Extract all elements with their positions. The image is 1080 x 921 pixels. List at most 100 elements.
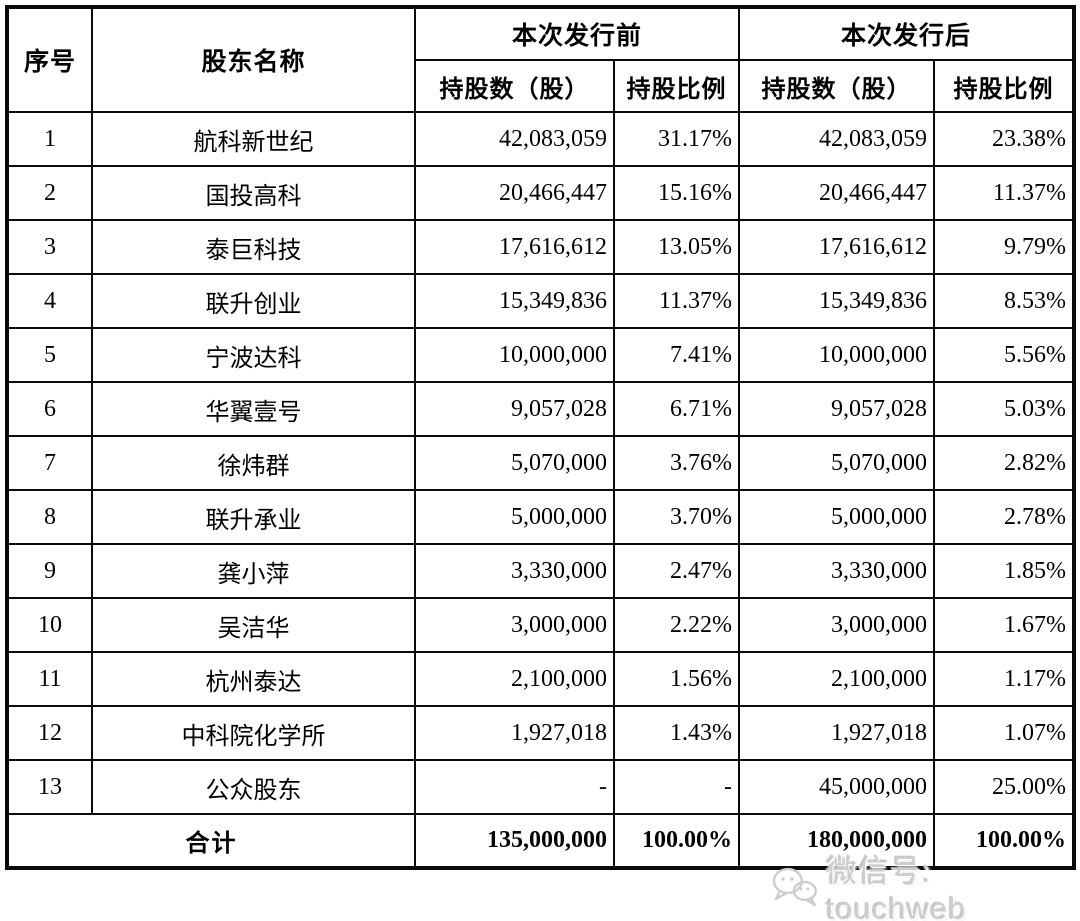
table-row: 8 联升承业 5,000,000 3.70% 5,000,000 2.78% — [6, 489, 1076, 545]
row-index: 10 — [6, 597, 93, 653]
cell-shares-before: 20,466,447 — [414, 165, 615, 221]
table-row: 13 公众股东 - -45,000,000 25.00% — [6, 759, 1076, 815]
cell-shares-after: 17,616,612 — [738, 219, 936, 275]
cell-shareholder-name: 泰巨科技 — [91, 219, 416, 275]
row-index: 5 — [6, 327, 93, 383]
cell-shares-before: 15,349,836 — [414, 273, 615, 329]
cell-shareholder-name: 龚小萍 — [91, 543, 416, 599]
cell-shares-after: 5,000,000 — [738, 489, 936, 545]
cell-ratio-after: 5.03% — [933, 381, 1076, 437]
row-index: 3 — [6, 219, 93, 275]
table-footer: 合计 135,000,000 100.00% 180,000,000 100.0… — [6, 813, 1076, 869]
cell-shares-before: 3,330,000 — [414, 543, 615, 599]
total-label: 合计 — [6, 813, 416, 869]
cell-shares-after: 3,330,000 — [738, 543, 936, 599]
header-ratio-after: 持股比例 — [933, 59, 1076, 113]
wechat-icon — [772, 867, 817, 906]
cell-shareholder-name: 宁波达科 — [91, 327, 416, 383]
cell-ratio-before: 13.05% — [612, 219, 741, 275]
cell-ratio-after: 2.78% — [933, 489, 1076, 545]
total-shares-after: 180,000,000 — [738, 813, 936, 869]
header-after-issuance: 本次发行后 — [738, 6, 1076, 61]
cell-shares-before: - — [414, 759, 615, 815]
table-row: 5 宁波达科 10,000,000 7.41% 10,000,000 5.56% — [6, 327, 1076, 383]
row-index: 9 — [6, 543, 93, 599]
cell-shares-before: 17,616,612 — [414, 219, 615, 275]
cell-shareholder-name: 公众股东 — [91, 759, 416, 815]
cell-ratio-before: 1.56% — [612, 651, 741, 707]
cell-ratio-before: 2.22% — [612, 597, 741, 653]
row-index: 2 — [6, 165, 93, 221]
cell-shares-after: 10,000,000 — [738, 327, 936, 383]
total-row: 合计 135,000,000 100.00% 180,000,000 100.0… — [6, 813, 1076, 869]
cell-shareholder-name: 联升承业 — [91, 489, 416, 545]
cell-shares-after: 1,927,018 — [738, 705, 936, 761]
row-index: 12 — [6, 705, 93, 761]
header-row-subcolumns: 持股数（股） 持股比例 持股数（股） 持股比例 — [7, 59, 1076, 113]
cell-ratio-after: 8.53% — [933, 273, 1076, 329]
row-index: 1 — [6, 111, 93, 167]
cell-shareholder-name: 国投高科 — [91, 165, 416, 221]
cell-shares-after: 9,057,028 — [738, 381, 936, 437]
cell-ratio-before: 1.43% — [612, 705, 741, 761]
cell-ratio-after: 25.00% — [933, 759, 1076, 815]
cell-ratio-before: 6.71% — [612, 381, 741, 437]
table-row: 7 徐炜群 5,070,000 3.76% 5,070,000 2.82% — [6, 435, 1076, 491]
cell-shares-before: 42,083,059 — [414, 111, 615, 167]
cell-ratio-before: 15.16% — [612, 165, 741, 221]
cell-ratio-after: 1.85% — [933, 543, 1076, 599]
cell-ratio-before: 3.76% — [612, 435, 741, 491]
cell-shareholder-name: 杭州泰达 — [91, 651, 416, 707]
table-row: 1 航科新世纪 42,083,059 31.17% 42,083,059 23.38% — [6, 111, 1076, 167]
row-index: 6 — [6, 381, 93, 437]
table-row: 12 中科院化学所 1,927,018 1.43% 1,927,018 1.07% — [6, 705, 1076, 761]
header-index: 序号 — [6, 6, 93, 113]
watermark: 微信号: touchweb — [770, 846, 1080, 921]
cell-shares-before: 9,057,028 — [414, 381, 615, 437]
table-row: 9 龚小萍 3,330,000 2.47% 3,330,000 1.85% — [6, 543, 1076, 599]
cell-ratio-before: - — [612, 759, 741, 815]
row-index: 4 — [6, 273, 93, 329]
cell-ratio-after: 1.17% — [933, 651, 1076, 707]
header-before-issuance: 本次发行前 — [413, 6, 741, 61]
cell-shares-before: 5,000,000 — [414, 489, 615, 545]
total-ratio-after: 100.00% — [933, 813, 1076, 869]
cell-shares-before: 1,927,018 — [414, 705, 615, 761]
cell-shareholder-name: 航科新世纪 — [91, 111, 416, 167]
cell-ratio-before: 31.17% — [612, 111, 741, 167]
header-row-groups: 序号 股东名称 本次发行前 本次发行后 — [6, 6, 1076, 113]
cell-ratio-after: 1.07% — [933, 705, 1076, 761]
header-shares-before: 持股数（股） — [414, 59, 615, 113]
cell-ratio-before: 3.70% — [612, 489, 741, 545]
header-shares-after: 持股数（股） — [738, 59, 936, 113]
cell-shareholder-name: 徐炜群 — [91, 435, 416, 491]
table-body: 1 航科新世纪 42,083,059 31.17% 42,083,059 23.38% 2 国… — [6, 111, 1076, 815]
cell-shares-before: 5,070,000 — [414, 435, 615, 491]
table-row: 11 杭州泰达 2,100,000 1.56% 2,100,000 1.17% — [6, 651, 1076, 707]
table-row: 10 吴洁华 3,000,000 2.22% 3,000,000 1.67% — [6, 597, 1076, 653]
cell-ratio-after: 11.37% — [933, 165, 1076, 221]
row-index: 11 — [6, 651, 93, 707]
table-header: 序号 股东名称 本次发行前 本次发行后 持股数（股） 持股比例 持股数（股） 持… — [6, 6, 1076, 113]
table-row: 4 联升创业 15,349,836 11.37% 15,349,836 8.53% — [6, 273, 1076, 329]
cell-shares-after: 20,466,447 — [738, 165, 936, 221]
cell-ratio-before: 2.47% — [612, 543, 741, 599]
total-ratio-before: 100.00% — [612, 813, 741, 869]
row-index: 7 — [6, 435, 93, 491]
table-row: 2 国投高科 20,466,447 15.16% 20,466,447 11.37% — [6, 165, 1076, 221]
table-row: 6 华翼壹号 9,057,028 6.71% 9,057,028 5.03% — [6, 381, 1076, 437]
cell-ratio-before: 7.41% — [612, 327, 741, 383]
row-index: 8 — [6, 489, 93, 545]
row-index: 13 — [6, 759, 93, 815]
table-row: 3 泰巨科技 17,616,612 13.05% 17,616,612 9.79% — [6, 219, 1076, 275]
cell-shares-before: 10,000,000 — [414, 327, 615, 383]
cell-shareholder-name: 中科院化学所 — [91, 705, 416, 761]
cell-shareholder-name: 华翼壹号 — [91, 381, 416, 437]
cell-ratio-after: 23.38% — [933, 111, 1076, 167]
cell-shareholder-name: 联升创业 — [91, 273, 416, 329]
cell-shares-after: 15,349,836 — [738, 273, 936, 329]
cell-ratio-after: 5.56% — [933, 327, 1076, 383]
cell-shares-after: 3,000,000 — [738, 597, 936, 653]
cell-shares-after: 2,100,000 — [738, 651, 936, 707]
